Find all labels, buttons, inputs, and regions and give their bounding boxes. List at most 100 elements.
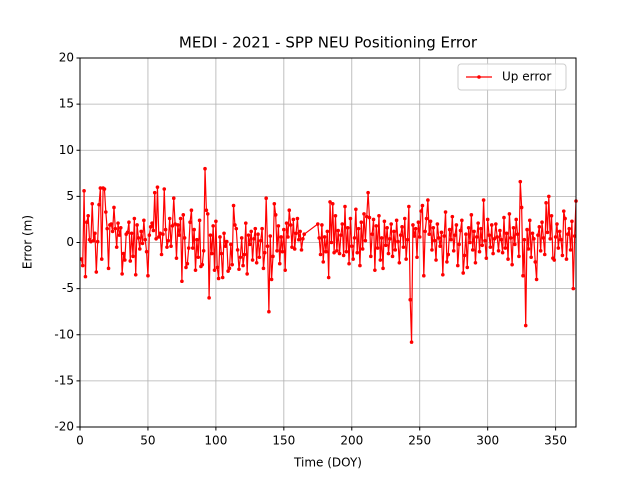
data-point	[144, 249, 149, 254]
data-point	[514, 217, 519, 222]
data-point	[424, 216, 429, 221]
data-point	[422, 273, 426, 278]
data-point	[556, 246, 561, 250]
data-point	[287, 208, 292, 213]
data-point	[84, 220, 89, 225]
data-point	[325, 229, 330, 234]
data-point	[211, 224, 215, 228]
data-point	[542, 252, 547, 257]
data-point	[104, 210, 108, 214]
data-point	[416, 220, 421, 225]
data-point	[495, 235, 499, 239]
y-tick-label: -20	[54, 420, 74, 434]
data-point	[568, 248, 573, 252]
data-point	[162, 187, 167, 191]
data-point	[499, 237, 504, 242]
data-point	[379, 236, 384, 240]
data-point	[97, 202, 101, 207]
data-point	[189, 208, 194, 213]
data-point	[435, 222, 440, 226]
data-point	[339, 233, 343, 237]
data-point	[341, 253, 346, 258]
data-point	[567, 226, 572, 231]
data-point	[188, 220, 192, 225]
data-point	[178, 216, 183, 221]
data-point	[155, 185, 160, 189]
data-point	[268, 234, 273, 238]
data-point	[393, 248, 398, 252]
data-point	[500, 250, 505, 255]
data-point	[269, 277, 274, 282]
data-point	[430, 248, 434, 252]
data-point	[106, 266, 111, 271]
data-point	[366, 190, 370, 195]
data-point	[552, 258, 557, 262]
data-point	[91, 238, 96, 243]
data-point	[83, 274, 88, 279]
data-point	[90, 201, 95, 206]
data-point	[215, 265, 220, 270]
data-point	[566, 232, 570, 236]
data-point	[201, 249, 206, 253]
data-point	[224, 239, 229, 244]
data-point	[89, 239, 93, 244]
data-point	[386, 251, 391, 256]
data-point	[489, 223, 494, 227]
data-point	[125, 230, 130, 235]
data-point	[216, 276, 221, 281]
data-point	[555, 222, 559, 226]
data-point	[322, 235, 327, 239]
data-point	[525, 227, 529, 232]
data-point	[392, 229, 396, 234]
x-tick-label: 300	[476, 434, 499, 448]
data-point	[536, 233, 540, 237]
data-point	[451, 249, 456, 253]
data-point	[205, 212, 210, 216]
data-point	[487, 233, 491, 237]
data-point	[239, 236, 244, 240]
data-point	[137, 247, 142, 251]
data-point	[112, 205, 116, 210]
data-point	[173, 222, 177, 226]
data-point	[494, 222, 498, 226]
data-point	[351, 257, 355, 261]
y-axis-label: Error (m)	[21, 215, 35, 269]
data-point	[272, 201, 277, 206]
data-point	[219, 251, 224, 256]
data-point	[405, 237, 410, 242]
data-point	[279, 235, 283, 239]
data-point	[242, 252, 247, 257]
data-point	[292, 247, 297, 251]
data-point	[80, 263, 85, 268]
data-point	[170, 224, 175, 228]
data-point	[404, 257, 408, 261]
data-point	[184, 265, 188, 270]
data-point	[320, 223, 324, 227]
data-point	[243, 221, 248, 225]
data-point	[375, 246, 380, 250]
data-point	[317, 236, 321, 240]
data-point	[276, 224, 281, 228]
data-point	[450, 214, 455, 219]
data-point	[245, 272, 249, 276]
data-point	[402, 216, 407, 221]
data-point	[563, 216, 567, 221]
data-point	[522, 237, 527, 242]
data-point	[161, 232, 165, 236]
data-point	[265, 244, 270, 248]
data-point	[271, 254, 275, 259]
data-point	[113, 226, 118, 231]
data-point	[367, 215, 372, 220]
data-point	[476, 221, 480, 225]
data-point	[335, 249, 339, 253]
data-point	[150, 221, 154, 225]
data-point	[233, 223, 237, 227]
x-tick-label: 250	[408, 434, 431, 448]
data-point	[139, 229, 143, 234]
data-point	[324, 249, 328, 254]
data-point	[557, 229, 562, 234]
data-point	[534, 277, 539, 282]
data-point	[519, 205, 524, 210]
data-point	[252, 237, 256, 241]
